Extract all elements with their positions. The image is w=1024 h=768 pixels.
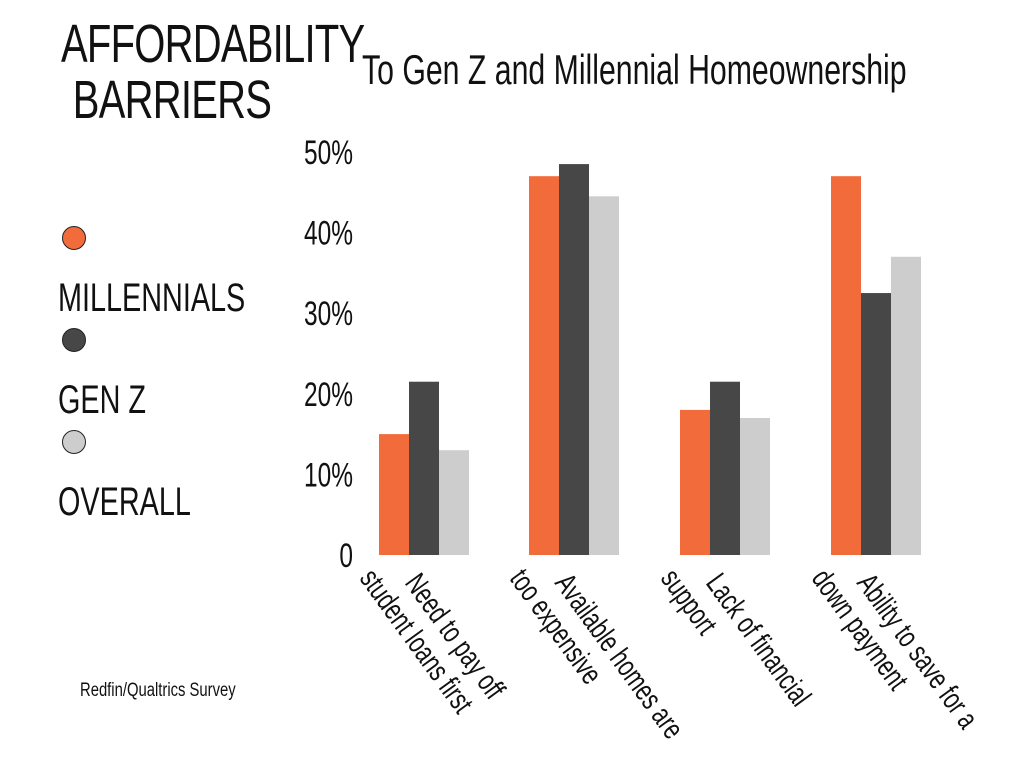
bar-gen-z [861,293,891,555]
main-title: AFFORDABILITY BARRIERS [22,16,365,130]
x-category-label: Lack of financialsupport [654,542,818,732]
legend-dot-genz-icon [62,328,86,352]
bar-millennials [831,176,861,555]
legend-label-overall: OVERALL [58,480,191,524]
bar-group [379,381,469,555]
y-tick-label: 30% [304,295,353,333]
y-tick-label: 0 [339,537,353,575]
bar-overall [439,450,469,555]
legend-dot-millennials-icon [62,226,86,250]
bar-millennials [379,434,409,555]
bar-group [680,381,770,555]
main-title-line-2: BARRIERS [72,70,272,130]
y-tick-label: 40% [304,215,353,253]
x-category-label: Need to pay offstudent loans first [353,542,512,725]
x-category-label: Ability to save for adown payment [805,542,986,755]
y-tick-label: 50% [304,134,353,172]
bar-overall [891,256,921,555]
bar-millennials [529,176,559,555]
bar-gen-z [710,381,740,555]
y-tick-label: 10% [304,457,353,495]
bar-gen-z [559,164,589,555]
legend-label-genz: GEN Z [58,378,147,422]
bar-millennials [680,409,710,555]
legend-label-millennials: MILLENNIALS [58,276,246,320]
bar-overall [589,196,619,555]
bar-overall [740,417,770,555]
bar-group [831,176,921,555]
y-tick-label: 20% [304,376,353,414]
x-category-label-line: Lack of financial [699,567,818,712]
chart-subtitle: To Gen Z and Millennial Homeownership [362,46,907,93]
source-note: Redfin/Qualtrics Survey [80,680,236,701]
legend-dot-overall-icon [62,430,86,454]
bar-group [529,164,619,555]
bar-gen-z [409,381,439,555]
